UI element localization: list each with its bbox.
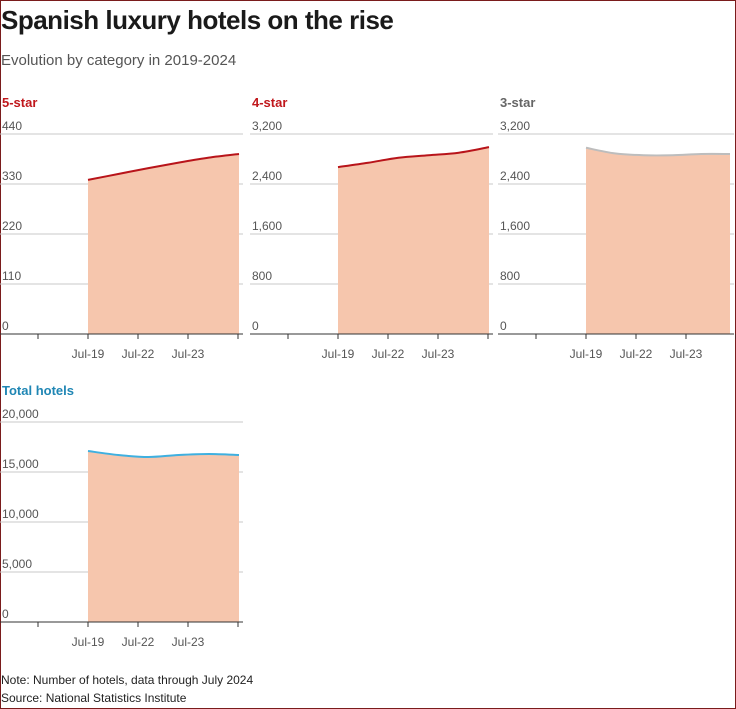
y-tick-label: 110 [2, 269, 21, 283]
y-tick-label: 0 [2, 607, 9, 621]
y-tick-label: 10,000 [2, 507, 39, 521]
y-tick-label: 1,600 [252, 219, 282, 233]
y-tick-label: 5,000 [2, 557, 32, 571]
x-tick-label: Jul-22 [372, 347, 405, 361]
x-tick-label: Jul-23 [422, 347, 455, 361]
y-tick-label: 3,200 [500, 119, 530, 133]
y-tick-label: 3,200 [252, 119, 282, 133]
x-tick-label: Jul-22 [122, 347, 155, 361]
y-tick-label: 440 [2, 119, 22, 133]
y-tick-label: 15,000 [2, 457, 39, 471]
x-tick-label: Jul-22 [122, 635, 155, 649]
footnote: Note: Number of hotels, data through Jul… [1, 673, 254, 687]
area-4-star [338, 147, 489, 334]
chart-subtitle: Evolution by category in 2019-2024 [1, 52, 237, 69]
y-tick-label: 0 [500, 319, 507, 333]
chart-title: Spanish luxury hotels on the rise [1, 5, 394, 35]
panel-3-star: 3-star 3,200 2,400 1,600 800 0 Jul-19 Jul-22 Jul… [498, 95, 736, 361]
y-tick-label: 800 [252, 269, 272, 283]
x-tick-label: Jul-23 [172, 635, 205, 649]
x-tick-label: Jul-19 [570, 347, 603, 361]
panel-title-3-star: 3-star [500, 95, 535, 110]
y-tick-label: 800 [500, 269, 520, 283]
panel-4-star: 4-star 3,200 2,400 1,600 800 0 Jul-19 Jul-22 Jul… [250, 95, 493, 361]
x-tick-label: Jul-22 [620, 347, 653, 361]
panel-5-star: 5-star 440 330 220 110 0 Jul-19 Jul-22 Jul-23 [0, 95, 243, 361]
y-tick-label: 20,000 [2, 407, 39, 421]
panel-title-5-star: 5-star [2, 95, 37, 110]
line-5-star [87, 153, 240, 181]
panel-total-hotels: Total hotels 20,000 15,000 10,000 5,000 0 Jul-… [0, 383, 243, 649]
y-tick-label: 1,600 [500, 219, 530, 233]
line-3-star [585, 146, 731, 157]
y-tick-label: 330 [2, 169, 22, 183]
panel-title-4-star: 4-star [252, 95, 287, 110]
panel-title-total-hotels: Total hotels [2, 383, 74, 398]
source-note: Source: National Statistics Institute [1, 691, 187, 705]
area-3-star [586, 147, 730, 334]
y-tick-label: 220 [2, 219, 22, 233]
x-tick-label: Jul-23 [670, 347, 703, 361]
area-total-hotels [88, 451, 239, 622]
y-tick-label: 2,400 [252, 169, 282, 183]
x-tick-label: Jul-23 [172, 347, 205, 361]
x-tick-label: Jul-19 [322, 347, 355, 361]
x-tick-label: Jul-19 [72, 635, 105, 649]
x-tick-label: Jul-19 [72, 347, 105, 361]
area-5-star [88, 154, 239, 334]
line-total-hotels [87, 450, 240, 459]
line-4-star [337, 146, 490, 169]
y-tick-label: 0 [252, 319, 259, 333]
y-tick-label: 2,400 [500, 169, 530, 183]
y-tick-label: 0 [2, 319, 9, 333]
